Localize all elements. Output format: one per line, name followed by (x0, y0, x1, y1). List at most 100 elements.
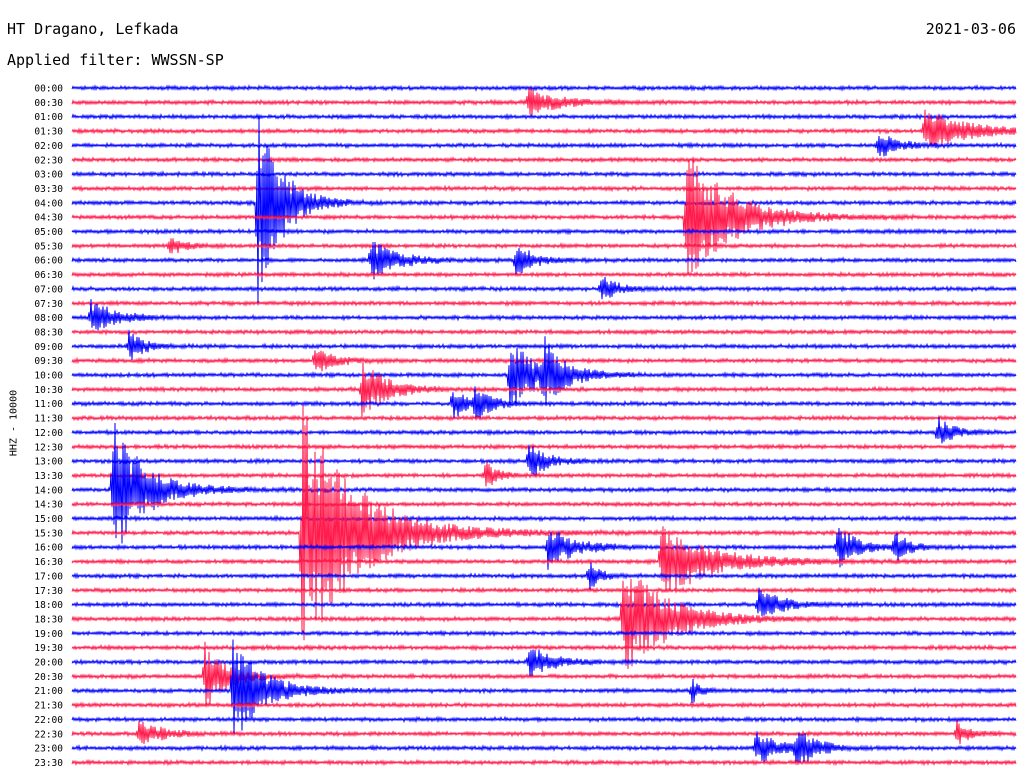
row-time-label: 04:00 (34, 198, 63, 209)
row-time-label: 15:30 (34, 528, 63, 539)
trace-row (71, 527, 1017, 570)
trace-row (71, 241, 1017, 280)
trace-row (71, 639, 1017, 736)
station-title: HT Dragano, Lefkada (7, 20, 179, 38)
trace-row (71, 299, 1017, 308)
trace-row (71, 414, 1017, 423)
date-label: 2021-03-06 (925, 20, 1016, 38)
row-time-label: 13:00 (34, 457, 63, 468)
trace-row (71, 299, 1017, 331)
trace-row (71, 112, 1017, 121)
trace-row (71, 238, 1017, 254)
row-time-label: 21:30 (34, 701, 63, 712)
filter-label: Applied filter: WWSSN-SP (7, 51, 224, 69)
row-time-label: 09:00 (34, 342, 63, 353)
row-time-label: 03:30 (34, 184, 63, 195)
trace-row (71, 386, 1017, 421)
trace-row (71, 731, 1017, 765)
trace-row (71, 276, 1017, 300)
trace-row (71, 405, 1017, 641)
row-time-label: 10:30 (34, 385, 63, 396)
row-time-label: 11:30 (34, 414, 63, 425)
trace-row (71, 514, 1017, 523)
row-time-label: 18:30 (34, 614, 63, 625)
row-time-label: 16:30 (34, 557, 63, 568)
trace-row (71, 135, 1017, 157)
trace-row (71, 117, 1017, 306)
trace-row (71, 109, 1017, 147)
row-time-label: 12:00 (34, 428, 63, 439)
trace-row (71, 87, 1017, 116)
trace-row (71, 327, 1017, 336)
row-time-label: 21:00 (34, 686, 63, 697)
row-time-label: 23:30 (34, 758, 63, 769)
trace-row (71, 715, 1017, 724)
row-time-label: 20:30 (34, 672, 63, 683)
trace-row (71, 350, 1017, 372)
row-time-label: 02:30 (34, 155, 63, 166)
trace-row (71, 629, 1017, 638)
row-time-label: 20:00 (34, 658, 63, 669)
tick-label-group: 00:00 00:30 01:00 01:30 02:00 02:30 03:00 03:30… (34, 84, 63, 769)
row-time-label: 17:30 (34, 586, 63, 597)
row-time-label: 01:30 (34, 127, 63, 138)
trace-row (71, 417, 1017, 444)
row-time-label: 16:00 (34, 543, 63, 554)
row-time-label: 18:00 (34, 600, 63, 611)
row-time-label: 10:00 (34, 371, 63, 382)
row-time-label: 19:30 (34, 643, 63, 654)
row-time-label: 12:30 (34, 442, 63, 453)
row-time-label: 00:30 (34, 98, 63, 109)
trace-row (71, 184, 1017, 193)
row-time-label: 11:00 (34, 399, 63, 410)
trace-row (71, 461, 1017, 487)
trace-row (71, 578, 1017, 670)
trace-row (71, 270, 1017, 279)
trace-row (71, 701, 1017, 710)
row-time-label: 14:30 (34, 500, 63, 511)
row-time-label: 23:00 (34, 744, 63, 755)
row-time-label: 01:00 (34, 112, 63, 123)
trace-row (71, 587, 1017, 617)
trace-row (71, 227, 1017, 236)
row-time-label: 02:00 (34, 141, 63, 152)
row-time-label: 00:00 (34, 84, 63, 95)
row-time-label: 08:30 (34, 327, 63, 338)
trace-row (71, 586, 1017, 595)
row-time-label: 05:00 (34, 227, 63, 238)
trace-row (71, 719, 1017, 745)
trace-row (71, 84, 1017, 93)
trace-row (71, 500, 1017, 508)
row-time-label: 06:30 (34, 270, 63, 281)
trace-row (71, 442, 1017, 451)
trace-row (71, 526, 1017, 591)
row-time-label: 05:30 (34, 241, 63, 252)
trace-row (71, 336, 1017, 408)
row-time-label: 19:00 (34, 629, 63, 640)
row-time-label: 15:00 (34, 514, 63, 525)
row-time-label: 14:00 (34, 485, 63, 496)
row-time-label: 03:00 (34, 170, 63, 181)
trace-row (71, 444, 1017, 476)
trace-row (71, 329, 1017, 360)
trace-row (71, 155, 1017, 164)
row-time-label: 06:00 (34, 256, 63, 267)
trace-row (71, 562, 1017, 590)
row-time-label: 07:00 (34, 284, 63, 295)
trace-row (71, 160, 1017, 274)
row-time-label: 17:00 (34, 571, 63, 582)
trace-row (71, 422, 1017, 544)
row-time-label: 22:00 (34, 715, 63, 726)
trace-group (71, 84, 1017, 767)
trace-row (71, 362, 1017, 417)
trace-row (71, 643, 1017, 652)
row-time-label: 08:00 (34, 313, 63, 324)
row-time-label: 09:30 (34, 356, 63, 367)
trace-row (71, 649, 1017, 677)
row-time-label: 22:30 (34, 729, 63, 740)
row-time-label: 13:30 (34, 471, 63, 482)
row-time-label: 07:30 (34, 299, 63, 310)
row-time-label: 04:30 (34, 213, 63, 224)
